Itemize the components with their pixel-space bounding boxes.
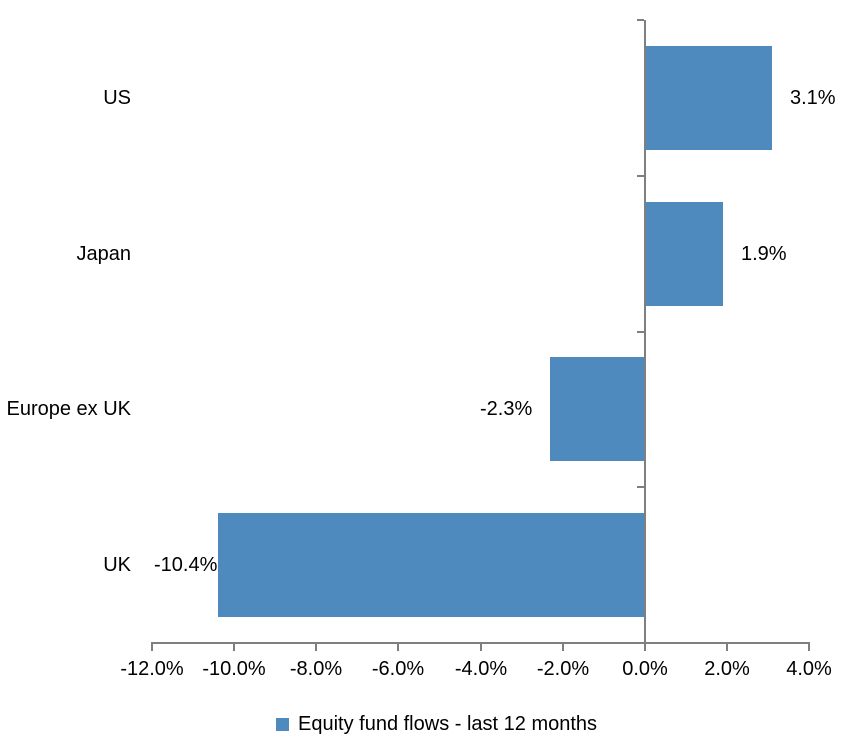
x-tick-label: -10.0% <box>202 658 266 680</box>
x-tick <box>480 642 482 651</box>
x-tick <box>315 642 317 651</box>
x-tick <box>562 642 564 651</box>
bar <box>645 46 772 150</box>
x-tick-label: 0.0% <box>622 658 668 680</box>
x-tick-label: 2.0% <box>704 658 750 680</box>
category-label: UK <box>103 554 131 576</box>
x-tick-label: -4.0% <box>454 658 508 680</box>
x-tick <box>808 642 810 651</box>
bar-data-label: 1.9% <box>741 243 787 265</box>
x-tick-label: -2.0% <box>536 658 590 680</box>
category-label: US <box>103 87 131 109</box>
bar <box>218 513 645 617</box>
x-tick <box>644 642 646 651</box>
x-tick <box>233 642 235 651</box>
x-tick-label: -12.0% <box>120 658 184 680</box>
x-tick-label: 4.0% <box>786 658 832 680</box>
category-tick <box>637 175 644 177</box>
bar <box>550 357 644 461</box>
bar-data-label: -10.4% <box>154 554 218 576</box>
x-tick-label: -6.0% <box>371 658 425 680</box>
x-tick <box>726 642 728 651</box>
category-tick <box>637 19 644 21</box>
x-tick-label: -8.0% <box>289 658 343 680</box>
category-label: Japan <box>76 243 132 265</box>
bar <box>645 202 723 306</box>
x-tick <box>151 642 153 651</box>
legend-label: Equity fund flows - last 12 months <box>298 713 598 735</box>
x-tick <box>397 642 399 651</box>
category-axis-line <box>644 20 646 643</box>
category-tick <box>637 331 644 333</box>
category-tick <box>637 486 644 488</box>
category-label: Europe ex UK <box>6 398 131 420</box>
legend-swatch-icon <box>276 717 289 731</box>
legend: Equity fund flows - last 12 months <box>276 712 597 736</box>
bar-data-label: 3.1% <box>790 87 836 109</box>
bar-data-label: -2.3% <box>480 398 533 420</box>
